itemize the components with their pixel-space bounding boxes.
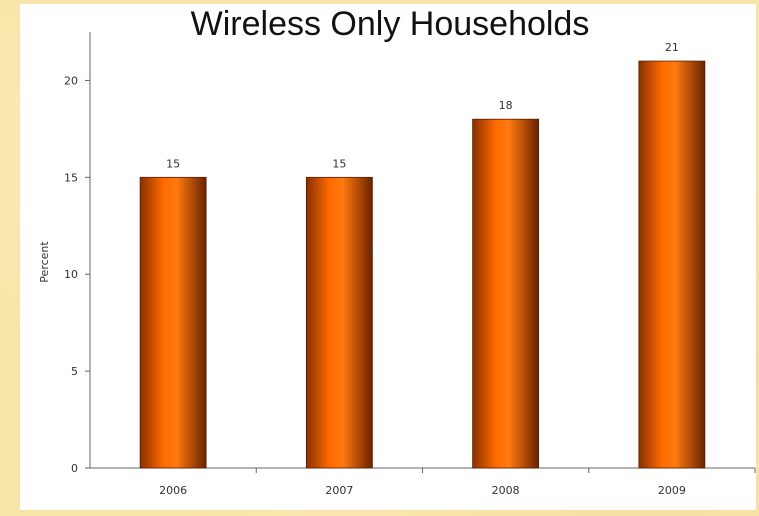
x-tick-label: 2009 — [658, 484, 686, 497]
data-labels: 15 15 18 21 — [166, 41, 679, 170]
y-tick-label: 20 — [64, 74, 78, 87]
y-axis-title-group: Percent — [38, 241, 51, 283]
bar-2006 — [139, 176, 207, 469]
x-tick-label: 2008 — [492, 484, 520, 497]
data-label-2008: 18 — [499, 99, 513, 112]
y-tick-label: 5 — [71, 365, 78, 378]
data-label-2009: 21 — [665, 41, 679, 54]
y-axis-title: Percent — [38, 241, 51, 283]
y-tick-label: 0 — [71, 462, 78, 475]
y-tick-label: 10 — [64, 268, 78, 281]
axes: 0 5 10 15 20 2006 2007 2008 2009 — [64, 32, 756, 497]
data-label-2006: 15 — [166, 157, 180, 170]
data-label-2007: 15 — [332, 157, 346, 170]
y-tick-label: 15 — [64, 171, 78, 184]
bars — [139, 60, 706, 469]
bar-2007 — [305, 176, 373, 469]
chart-title: Wireless Only Households — [190, 5, 590, 43]
x-tick-label: 2006 — [159, 484, 187, 497]
x-tick-label: 2007 — [325, 484, 353, 497]
bar-2009 — [638, 60, 706, 469]
bar-2008 — [472, 118, 540, 469]
